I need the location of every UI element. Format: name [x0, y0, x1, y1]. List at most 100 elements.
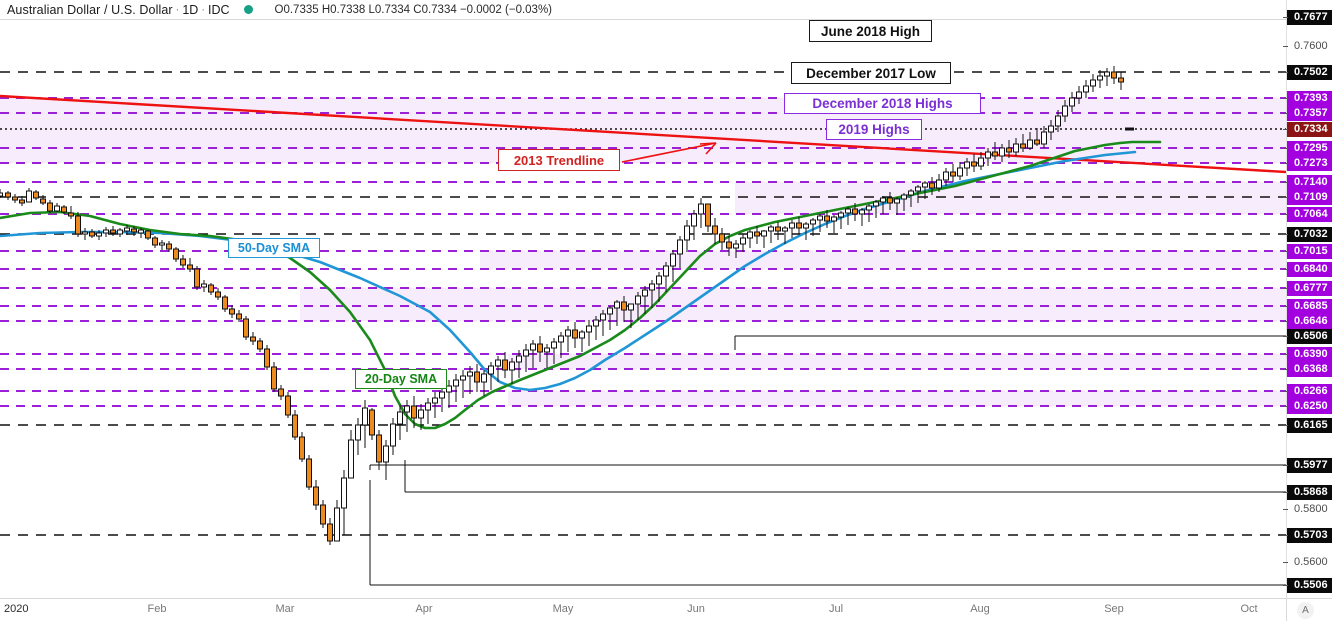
price-label-text: 0.6506 [1294, 330, 1328, 342]
candle [824, 210, 830, 228]
candle [250, 332, 256, 345]
candle-body [824, 215, 830, 222]
candle [866, 204, 872, 222]
candle [1020, 134, 1026, 152]
price-tick [1283, 113, 1288, 114]
candle [747, 230, 753, 248]
candle-body [439, 391, 445, 399]
candle [754, 226, 760, 244]
candle [880, 196, 886, 214]
20-day-sma-label[interactable]: 20-Day SMA [355, 369, 447, 389]
price-label-text: 0.7677 [1294, 11, 1328, 23]
price-tick [1283, 354, 1288, 355]
candle-body [166, 243, 172, 250]
candle-body [1083, 85, 1089, 93]
price-label-text: 0.7295 [1294, 142, 1328, 154]
candle-body [236, 313, 242, 320]
price-label-text: 0.6390 [1294, 348, 1328, 360]
candle-body [19, 199, 25, 204]
candle-body [621, 301, 627, 311]
candle [796, 217, 802, 235]
candle-body [705, 203, 711, 227]
candle [1111, 66, 1117, 84]
exchange-label[interactable]: IDC [207, 2, 230, 17]
candle-body [152, 237, 158, 246]
price-label-text: 0.5506 [1294, 579, 1328, 591]
candle [54, 203, 60, 212]
candle-body [712, 225, 718, 235]
chart-plot-area[interactable] [0, 20, 1286, 598]
price-label-text: 0.7273 [1294, 157, 1328, 169]
december-2017-low-label[interactable]: December 2017 Low [791, 62, 951, 84]
candle-body [614, 301, 620, 309]
candle-body [558, 335, 564, 343]
candle-body [75, 215, 81, 235]
candle-body [572, 329, 578, 339]
candle [131, 226, 137, 236]
candle-body [243, 318, 249, 338]
candle [446, 380, 452, 408]
candle-body [957, 167, 963, 177]
candle-body [817, 215, 823, 221]
candle-body [698, 203, 704, 215]
december-2018-highs-label[interactable]: December 2018 Highs [784, 93, 981, 114]
candle [229, 305, 235, 318]
candle-body [1076, 91, 1082, 99]
price-label-0.6777: 0.6777 [1283, 281, 1332, 296]
candle [628, 303, 634, 328]
candle [740, 234, 746, 252]
2019-highs-label[interactable]: 2019 Highs [826, 119, 922, 140]
candle [544, 344, 550, 368]
candle [852, 203, 858, 221]
price-tick [1283, 306, 1288, 307]
price-label-0.6165: 0.6165 [1283, 418, 1332, 433]
candle-body [544, 347, 550, 353]
price-label-text: 0.7357 [1294, 107, 1328, 119]
candle-body [124, 227, 130, 232]
50-day-sma-label[interactable]: 50-Day SMA [228, 238, 320, 258]
price-tick [1283, 148, 1288, 149]
price-label-text: 0.5600 [1294, 556, 1328, 568]
candle-body [873, 201, 879, 207]
auto-scale-button[interactable]: A [1297, 602, 1314, 619]
timeframe-label[interactable]: 1D [182, 2, 199, 17]
candle [1083, 80, 1089, 98]
price-label-text: 0.7032 [1294, 228, 1328, 240]
candle [761, 230, 767, 248]
candle [145, 230, 151, 240]
price-tick [1283, 129, 1288, 130]
price-label-text: 0.7393 [1294, 92, 1328, 104]
candle [89, 229, 95, 238]
trendline-arrow-head [699, 142, 717, 155]
candle-body [950, 171, 956, 177]
price-band-2 [480, 251, 1286, 269]
candle-body [5, 192, 11, 198]
candle [614, 300, 620, 326]
price-label-text: 0.6777 [1294, 282, 1328, 294]
candle [894, 197, 900, 215]
price-tick [1283, 321, 1288, 322]
candle [621, 296, 627, 322]
header-separator-2: · [201, 3, 205, 16]
time-label-Apr: Apr [415, 603, 433, 615]
candle [887, 192, 893, 210]
price-axis[interactable]: 0.7677 0.7600 0.7502 0.7393 0.7357 0.7334 0.72… [1283, 0, 1332, 598]
candle [215, 288, 221, 300]
time-label-Aug: Aug [970, 603, 990, 615]
candle-body [831, 216, 837, 222]
candle [684, 220, 690, 252]
price-tick [1283, 163, 1288, 164]
symbol-title[interactable]: Australian Dollar / U.S. Dollar [7, 2, 173, 17]
candle [152, 236, 158, 248]
time-axis[interactable]: A 2020 Feb Mar Apr May Jun Jul Aug Sep Oct [0, 598, 1332, 621]
candle [656, 272, 662, 302]
candle [936, 174, 942, 192]
candle-body [663, 265, 669, 277]
candle-body [1055, 115, 1061, 127]
candle-body [257, 340, 263, 350]
candle-body [579, 331, 585, 339]
price-tick [1283, 72, 1288, 73]
candle-body [936, 179, 942, 189]
june-2018-high-label[interactable]: June 2018 High [809, 20, 932, 42]
2013-trendline-label[interactable]: 2013 Trendline [498, 149, 620, 171]
